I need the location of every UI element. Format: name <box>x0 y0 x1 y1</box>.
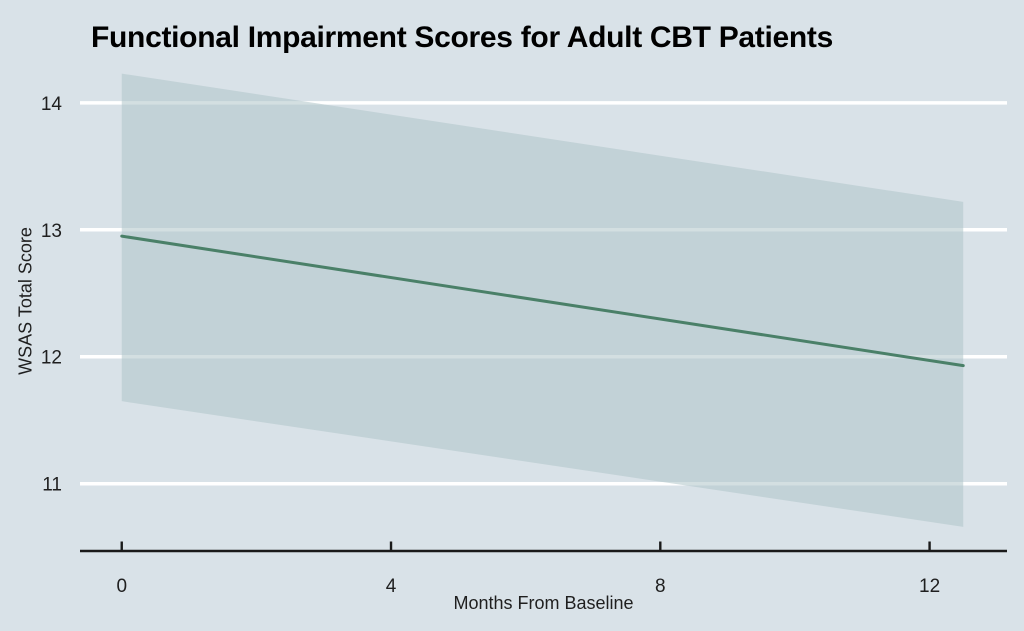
y-tick-label-14: 14 <box>41 94 63 115</box>
x-tick-label-4: 4 <box>386 576 397 597</box>
x-axis-label: Months From Baseline <box>453 593 634 613</box>
x-tick-label-0: 0 <box>116 576 127 597</box>
y-tick-label-13: 13 <box>41 221 62 242</box>
x-tick-label-8: 8 <box>655 576 666 597</box>
y-tick-label-11: 11 <box>42 475 62 496</box>
y-tick-label-12: 12 <box>41 348 62 369</box>
x-tick-label-12: 12 <box>919 576 940 597</box>
chart-title: Functional Impairment Scores for Adult C… <box>91 21 834 54</box>
trend-line-0 <box>120 234 965 368</box>
